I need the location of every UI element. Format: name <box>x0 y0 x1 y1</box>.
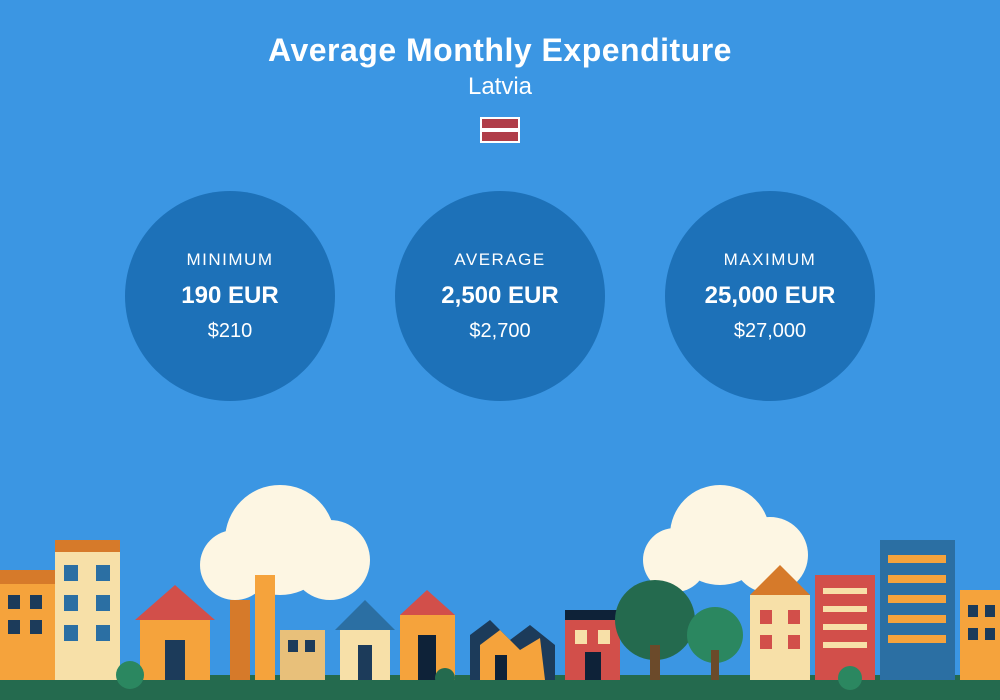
stat-secondary: $27,000 <box>734 320 806 343</box>
latvia-flag-icon <box>480 117 520 143</box>
stat-secondary: $210 <box>208 320 253 343</box>
stat-label: AVERAGE <box>454 250 545 270</box>
stat-primary: 2,500 EUR <box>441 282 558 310</box>
flag-band-bot <box>482 132 518 141</box>
stat-average: AVERAGE 2,500 EUR $2,700 <box>395 191 605 401</box>
cityscape-illustration <box>0 480 1000 700</box>
stat-secondary: $2,700 <box>469 320 530 343</box>
flag-band-top <box>482 119 518 128</box>
header: Average Monthly Expenditure Latvia <box>0 0 1000 143</box>
stat-label: MAXIMUM <box>724 250 817 270</box>
stat-primary: 190 EUR <box>181 282 278 310</box>
page-title: Average Monthly Expenditure <box>0 32 1000 69</box>
stat-minimum: MINIMUM 190 EUR $210 <box>125 191 335 401</box>
cloud-icon <box>200 485 370 600</box>
stat-label: MINIMUM <box>187 250 274 270</box>
stats-row: MINIMUM 190 EUR $210 AVERAGE 2,500 EUR $… <box>0 191 1000 401</box>
stat-maximum: MAXIMUM 25,000 EUR $27,000 <box>665 191 875 401</box>
stat-primary: 25,000 EUR <box>705 282 836 310</box>
page-subtitle: Latvia <box>0 73 1000 101</box>
